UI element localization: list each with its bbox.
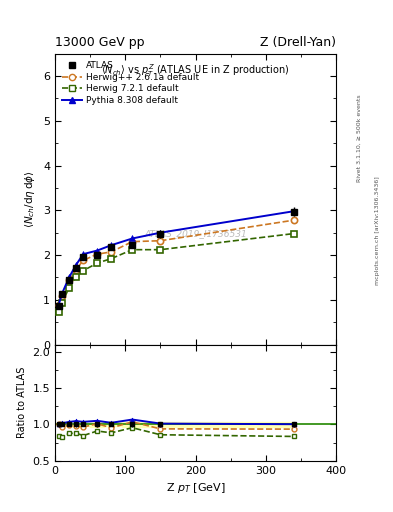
Text: $\langle N_{ch}\rangle$ vs $p_T^Z$ (ATLAS UE in Z production): $\langle N_{ch}\rangle$ vs $p_T^Z$ (ATLA… [101,62,290,79]
Y-axis label: $\langle N_{ch}/\mathrm{d}\eta\,\mathrm{d}\phi\rangle$: $\langle N_{ch}/\mathrm{d}\eta\,\mathrm{… [24,170,37,228]
Text: Z (Drell-Yan): Z (Drell-Yan) [260,36,336,49]
Legend: ATLAS, Herwig++ 2.6.1a default, Herwig 7.2.1 default, Pythia 8.308 default: ATLAS, Herwig++ 2.6.1a default, Herwig 7… [59,58,202,108]
X-axis label: Z $p_T$ [GeV]: Z $p_T$ [GeV] [166,481,225,495]
Text: 13000 GeV pp: 13000 GeV pp [55,36,145,49]
Text: ATLAS_2019_I1736531: ATLAS_2019_I1736531 [144,229,247,239]
Text: mcplots.cern.ch [arXiv:1306.3436]: mcplots.cern.ch [arXiv:1306.3436] [375,176,380,285]
Text: Rivet 3.1.10, ≥ 500k events: Rivet 3.1.10, ≥ 500k events [357,94,362,182]
Y-axis label: Ratio to ATLAS: Ratio to ATLAS [17,367,27,438]
